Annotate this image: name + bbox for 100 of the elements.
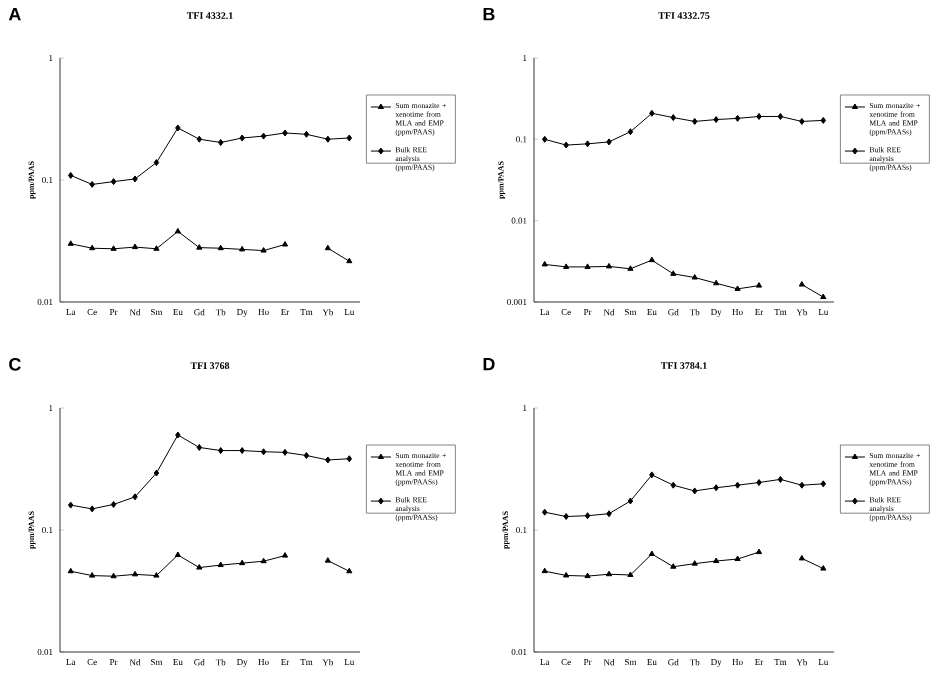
point [563,141,569,149]
point [196,564,203,570]
point [67,171,74,179]
point [324,244,331,251]
text: D [483,357,495,371]
point [734,555,741,562]
point [217,244,224,251]
point [110,500,117,508]
point [196,135,203,143]
point [239,245,246,252]
point [260,247,267,253]
point [777,475,784,483]
point [670,563,677,569]
point [627,571,634,577]
point [627,265,634,271]
point [110,178,117,186]
point [670,481,677,489]
point [563,263,570,269]
point [132,493,138,501]
point [67,240,74,246]
point [217,561,224,568]
point [648,256,655,263]
point [820,293,827,300]
point [174,227,181,234]
point [584,140,591,148]
point [691,487,698,495]
point [89,244,96,251]
point [346,134,353,142]
point [303,130,310,138]
point [346,257,353,264]
point [820,565,827,571]
point [734,481,741,489]
point [649,109,655,117]
point [756,479,762,487]
point [691,560,698,566]
point [756,112,762,120]
point [584,512,591,520]
point [541,135,548,143]
point [131,243,139,250]
point [196,443,203,451]
point [110,245,117,251]
point [820,116,827,124]
point [648,550,655,556]
point [755,548,763,555]
point [691,274,698,280]
point [175,431,181,439]
point [606,510,612,518]
point [303,452,310,459]
point [281,241,289,247]
point [325,456,331,464]
point [713,484,719,492]
point [798,281,805,287]
point [89,180,95,188]
point [239,447,245,455]
point [670,270,677,276]
point [217,138,224,146]
point [777,112,784,120]
point [541,260,548,267]
point [563,513,569,521]
point [260,557,267,564]
point [799,117,805,125]
point [153,159,160,167]
point [605,262,613,269]
point [260,132,267,140]
point [584,263,591,269]
point [89,505,95,513]
point [89,572,96,578]
point [132,175,138,183]
point [67,567,74,574]
point [281,552,289,558]
point [541,567,548,574]
point [67,501,74,509]
point [713,116,719,124]
point [175,124,181,132]
point [563,571,570,578]
point [174,551,181,557]
point [799,481,805,489]
point [196,244,203,250]
point [346,455,353,463]
point [734,114,741,122]
point [627,128,634,136]
point [346,567,353,574]
point [627,497,634,505]
point [584,572,591,579]
point [324,557,331,563]
point [239,559,246,566]
point [153,245,160,251]
point [755,282,763,288]
point [110,572,117,579]
point [217,447,224,455]
point [239,134,245,142]
point [153,572,160,578]
point [605,570,613,577]
point [131,570,139,577]
point [649,471,655,479]
point [734,285,741,291]
point [606,138,612,146]
text: C [9,357,21,371]
point [691,117,698,125]
point [820,480,827,488]
